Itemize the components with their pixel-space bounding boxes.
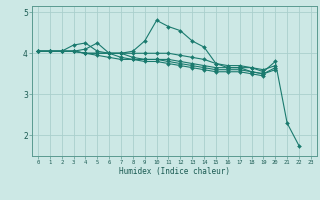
- X-axis label: Humidex (Indice chaleur): Humidex (Indice chaleur): [119, 167, 230, 176]
